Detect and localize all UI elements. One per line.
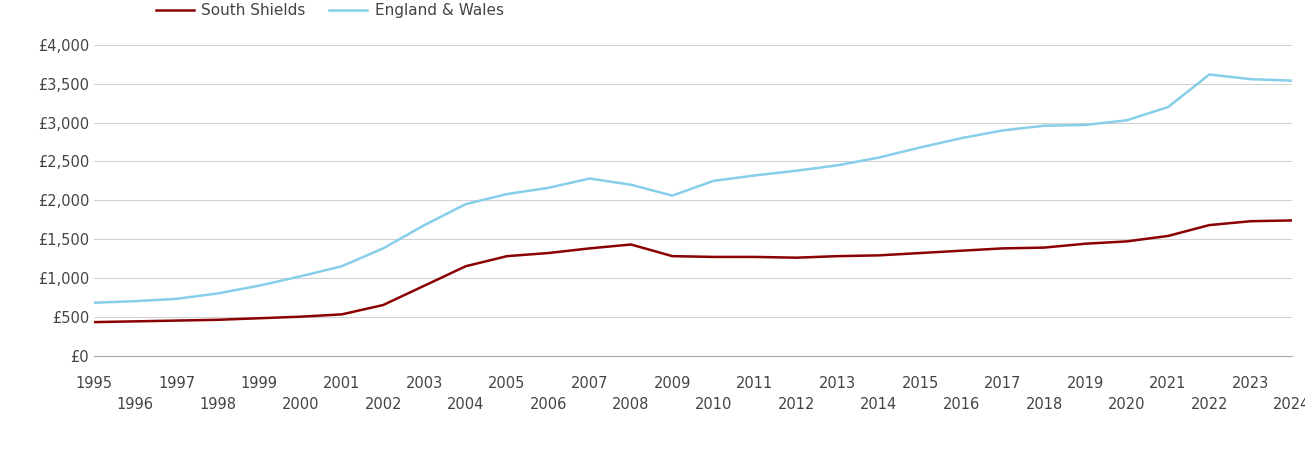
South Shields xyxy=(416,283,432,288)
England & Wales xyxy=(540,185,556,190)
England & Wales xyxy=(664,193,680,198)
South Shields xyxy=(376,302,392,308)
England & Wales xyxy=(788,168,804,173)
England & Wales xyxy=(582,176,598,181)
Text: 1996: 1996 xyxy=(116,397,154,412)
South Shields xyxy=(334,312,350,317)
South Shields xyxy=(540,250,556,256)
Text: 2001: 2001 xyxy=(324,376,360,391)
England & Wales xyxy=(954,135,970,141)
Text: 1998: 1998 xyxy=(200,397,236,412)
England & Wales xyxy=(210,291,226,296)
Text: 1997: 1997 xyxy=(158,376,196,391)
Text: 2018: 2018 xyxy=(1026,397,1062,412)
England & Wales xyxy=(376,246,392,251)
South Shields xyxy=(458,264,474,269)
South Shields xyxy=(1202,222,1218,228)
England & Wales xyxy=(86,300,102,306)
South Shields xyxy=(746,254,762,260)
England & Wales xyxy=(128,298,144,304)
Text: 2009: 2009 xyxy=(654,376,690,391)
South Shields xyxy=(954,248,970,253)
Text: 2008: 2008 xyxy=(612,397,650,412)
South Shields xyxy=(830,253,846,259)
South Shields xyxy=(128,319,144,324)
South Shields xyxy=(252,315,268,321)
South Shields xyxy=(1118,238,1134,244)
South Shields xyxy=(582,246,598,251)
Text: 2002: 2002 xyxy=(364,397,402,412)
Text: 2022: 2022 xyxy=(1190,397,1228,412)
Text: 1999: 1999 xyxy=(240,376,278,391)
South Shields xyxy=(86,320,102,325)
South Shields xyxy=(994,246,1010,251)
South Shields xyxy=(292,314,308,319)
Text: 2014: 2014 xyxy=(860,397,898,412)
South Shields xyxy=(706,254,722,260)
Line: South Shields: South Shields xyxy=(94,220,1292,322)
Text: 2020: 2020 xyxy=(1108,397,1146,412)
England & Wales xyxy=(624,182,639,188)
England & Wales xyxy=(1284,78,1300,83)
Text: 2003: 2003 xyxy=(406,376,444,391)
England & Wales xyxy=(1202,72,1218,77)
England & Wales xyxy=(168,296,184,302)
Text: 2004: 2004 xyxy=(448,397,484,412)
England & Wales xyxy=(334,264,350,269)
Text: 2019: 2019 xyxy=(1066,376,1104,391)
Text: 1995: 1995 xyxy=(76,376,112,391)
Text: 2011: 2011 xyxy=(736,376,774,391)
South Shields xyxy=(500,253,515,259)
South Shields xyxy=(624,242,639,247)
Text: 2024: 2024 xyxy=(1274,397,1305,412)
Text: 2021: 2021 xyxy=(1150,376,1186,391)
Text: 2006: 2006 xyxy=(530,397,568,412)
South Shields xyxy=(1078,241,1094,247)
South Shields xyxy=(1284,218,1300,223)
England & Wales xyxy=(292,274,308,279)
Text: 2013: 2013 xyxy=(820,376,856,391)
England & Wales xyxy=(870,155,886,160)
Line: England & Wales: England & Wales xyxy=(94,75,1292,303)
England & Wales xyxy=(1118,117,1134,123)
England & Wales xyxy=(746,173,762,178)
Text: 2000: 2000 xyxy=(282,397,320,412)
South Shields xyxy=(664,253,680,259)
England & Wales xyxy=(1078,122,1094,128)
England & Wales xyxy=(1036,123,1052,128)
Legend: South Shields, England & Wales: South Shields, England & Wales xyxy=(150,0,510,24)
England & Wales xyxy=(706,178,722,184)
South Shields xyxy=(870,252,886,258)
South Shields xyxy=(1242,219,1258,224)
Text: 2010: 2010 xyxy=(696,397,732,412)
England & Wales xyxy=(252,283,268,288)
England & Wales xyxy=(912,145,928,150)
Text: 2016: 2016 xyxy=(942,397,980,412)
Text: 2023: 2023 xyxy=(1232,376,1270,391)
England & Wales xyxy=(458,202,474,207)
Text: 2005: 2005 xyxy=(488,376,526,391)
South Shields xyxy=(168,318,184,323)
South Shields xyxy=(1160,233,1176,238)
Text: 2017: 2017 xyxy=(984,376,1022,391)
Text: 2012: 2012 xyxy=(778,397,814,412)
England & Wales xyxy=(1160,104,1176,110)
England & Wales xyxy=(1242,76,1258,82)
England & Wales xyxy=(500,191,515,197)
South Shields xyxy=(912,250,928,256)
South Shields xyxy=(210,317,226,323)
England & Wales xyxy=(416,222,432,228)
South Shields xyxy=(1036,245,1052,250)
South Shields xyxy=(788,255,804,261)
Text: 2015: 2015 xyxy=(902,376,938,391)
Text: 2007: 2007 xyxy=(570,376,608,391)
England & Wales xyxy=(994,128,1010,133)
England & Wales xyxy=(830,162,846,168)
